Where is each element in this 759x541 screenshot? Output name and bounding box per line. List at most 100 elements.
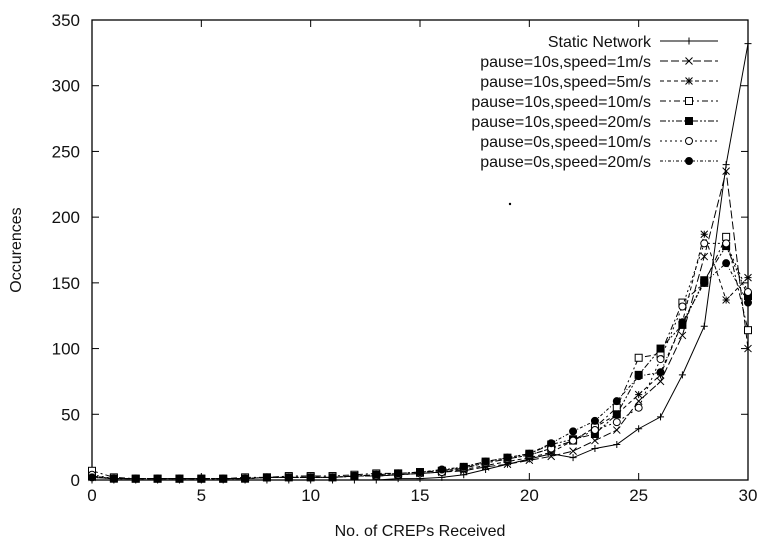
data-point <box>657 413 665 421</box>
series-line <box>91 232 749 480</box>
data-point <box>350 472 359 481</box>
data-point <box>700 239 709 248</box>
y-tick-label: 0 <box>71 471 80 490</box>
legend-marker <box>685 77 693 85</box>
x-tick-label: 25 <box>629 486 648 505</box>
data-point <box>328 473 337 482</box>
data-point <box>612 426 621 434</box>
data-point <box>700 230 709 239</box>
legend-marker <box>685 137 693 145</box>
data-point <box>744 344 752 353</box>
data-point <box>547 439 556 448</box>
y-tick-label: 50 <box>61 405 80 424</box>
y-tick-label: 350 <box>52 11 80 30</box>
series-3 <box>88 230 752 483</box>
data-point <box>590 426 599 435</box>
data-point <box>569 454 577 462</box>
x-tick-label: 5 <box>197 486 206 505</box>
data-point <box>219 474 228 483</box>
data-point <box>569 436 578 445</box>
y-tick-label: 100 <box>52 340 80 359</box>
legend-marker <box>685 157 693 165</box>
data-point <box>744 288 752 297</box>
data-point <box>569 427 578 436</box>
data-point <box>197 474 206 483</box>
x-tick-label: 10 <box>301 486 320 505</box>
data-point <box>153 474 162 483</box>
y-tick-label: 300 <box>52 77 80 96</box>
data-point <box>722 232 731 241</box>
data-point <box>262 473 271 482</box>
legend-label: pause=0s,speed=20m/s <box>480 154 651 171</box>
data-point <box>612 410 621 419</box>
legend-label: pause=10s,speed=1m/s <box>480 54 651 71</box>
data-point <box>634 403 643 412</box>
data-point <box>612 397 621 406</box>
data-point <box>656 368 665 377</box>
legend-marker <box>685 37 693 45</box>
y-tick-label: 150 <box>52 274 80 293</box>
data-point <box>591 436 599 445</box>
data-point <box>700 322 708 330</box>
legend-marker <box>685 97 693 105</box>
x-tick-label: 0 <box>87 486 96 505</box>
data-point <box>634 372 643 381</box>
data-point <box>722 239 731 248</box>
y-tick-label: 200 <box>52 208 80 227</box>
series-line <box>91 262 749 480</box>
y-axis-title: Occurences <box>8 207 25 292</box>
data-point <box>722 259 731 268</box>
series-1 <box>88 40 752 484</box>
legend-marker <box>685 57 693 65</box>
data-point <box>612 418 621 427</box>
data-point <box>678 318 687 327</box>
data-point <box>656 344 665 353</box>
data-point <box>284 473 293 482</box>
x-axis-title: No. of CREPs Received <box>335 523 506 540</box>
data-point <box>722 167 730 175</box>
data-point <box>372 470 381 479</box>
data-point <box>634 353 643 362</box>
data-point <box>503 453 512 462</box>
data-point <box>678 371 686 379</box>
data-point <box>635 425 643 433</box>
data-point <box>700 278 709 287</box>
data-point <box>175 474 184 483</box>
legend: Static Network pause=10s,speed=1m/s pause=… <box>471 34 718 171</box>
data-point <box>547 452 556 461</box>
data-point <box>744 273 752 282</box>
series-line <box>91 244 749 480</box>
data-point <box>109 474 118 483</box>
data-point <box>525 449 534 458</box>
x-tick-label: 15 <box>411 486 430 505</box>
data-point <box>634 397 643 405</box>
data-point <box>613 441 621 449</box>
legend-label: pause=10s,speed=5m/s <box>480 74 651 91</box>
data-point <box>394 469 403 478</box>
data-point <box>481 457 490 466</box>
series-layer <box>88 40 752 484</box>
x-tick-label: 30 <box>739 486 758 505</box>
series-5 <box>88 242 752 483</box>
data-point <box>306 473 315 482</box>
data-point <box>722 161 730 169</box>
data-point <box>678 331 687 340</box>
data-point <box>656 377 665 386</box>
data-point <box>131 474 140 483</box>
data-point <box>656 355 665 364</box>
series-2 <box>88 167 752 483</box>
data-point <box>241 474 250 483</box>
legend-label: pause=0s,speed=10m/s <box>480 134 651 151</box>
legend-label: pause=10s,speed=20m/s <box>471 114 651 131</box>
legend-label: Static Network <box>548 34 652 51</box>
data-point <box>569 447 577 455</box>
data-point <box>744 40 752 48</box>
data-point <box>88 473 96 482</box>
legend-marker <box>685 117 693 125</box>
data-point <box>722 296 730 304</box>
data-point <box>634 390 643 399</box>
series-line <box>91 235 749 480</box>
stray-dot <box>508 202 512 206</box>
